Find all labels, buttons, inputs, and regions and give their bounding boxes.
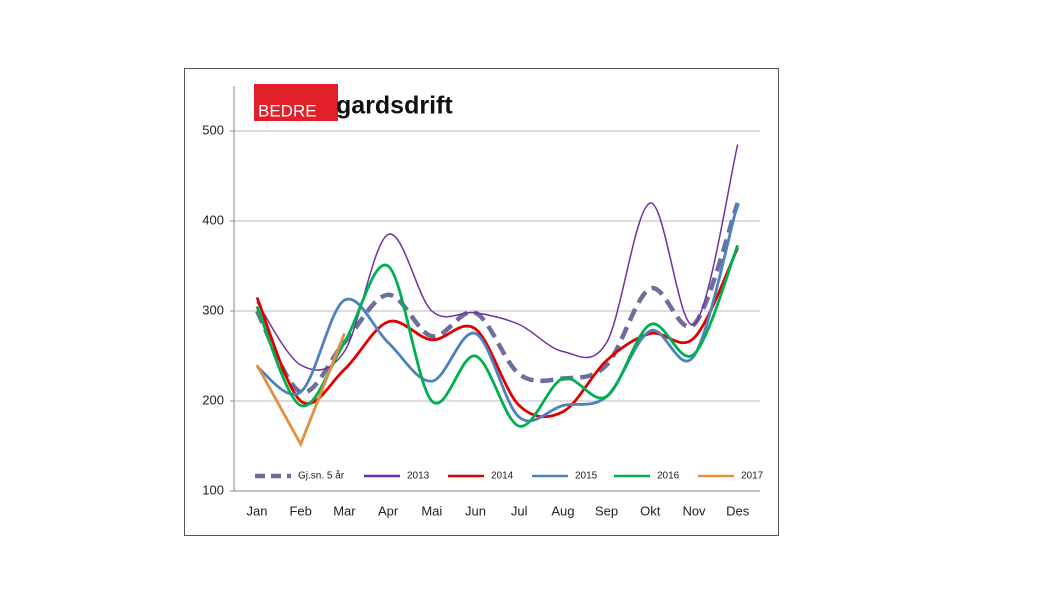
x-tick-label: Nov <box>682 503 706 518</box>
series-line <box>255 332 346 448</box>
x-tick-label: Jun <box>465 503 486 518</box>
x-tick-label: Sep <box>595 503 618 518</box>
x-tick-label: Aug <box>551 503 574 518</box>
frame <box>184 68 779 536</box>
x-tick-label: Jan <box>247 503 268 518</box>
x-tick-label: Mar <box>333 503 356 518</box>
x-tick-label: Mai <box>421 503 442 518</box>
y-tick-label: 300 <box>202 302 224 317</box>
logo-box <box>254 84 338 121</box>
logo-left: BEDRE <box>258 101 317 120</box>
y-tick-label: 500 <box>202 122 224 137</box>
x-tick-label: Feb <box>289 503 311 518</box>
legend-label: 2013 <box>407 471 430 482</box>
legend-label: 2016 <box>657 471 680 482</box>
x-tick-label: Okt <box>640 503 661 518</box>
y-tick-label: 400 <box>202 212 224 227</box>
legend-label: 2014 <box>491 471 514 482</box>
series-line <box>256 202 740 423</box>
x-tick-label: Jul <box>511 503 528 518</box>
x-tick-label: Apr <box>378 503 399 518</box>
y-tick-label: 200 <box>202 392 224 407</box>
series-line <box>256 144 739 371</box>
y-tick-label: 100 <box>202 482 224 497</box>
legend-label: 2017 <box>741 471 764 482</box>
logo-right: gardsdrift <box>336 92 453 120</box>
x-tick-label: Des <box>726 503 750 518</box>
legend-label: 2015 <box>575 471 598 482</box>
series-line <box>255 244 739 428</box>
legend-label: Gj.sn. 5 år <box>298 470 345 482</box>
